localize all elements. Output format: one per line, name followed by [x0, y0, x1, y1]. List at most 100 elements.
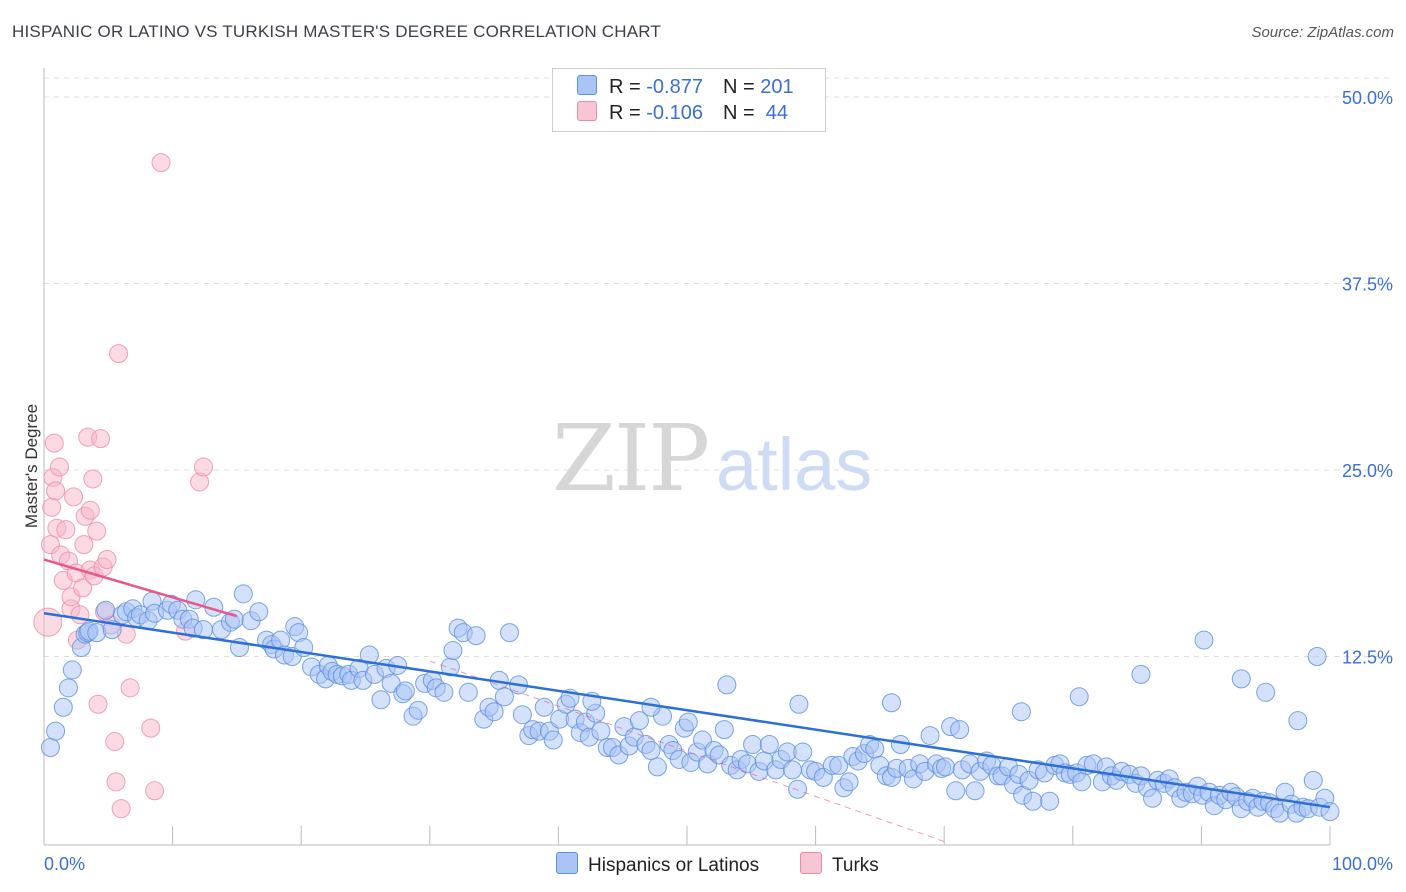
- turks-point: [42, 497, 62, 517]
- turks-point: [83, 469, 103, 489]
- hispanics-point: [500, 623, 520, 643]
- hispanics-point: [793, 742, 813, 762]
- legend-r-label: R =: [609, 76, 647, 98]
- watermark-zip: ZIP: [552, 405, 708, 512]
- turks-point: [97, 550, 117, 570]
- hispanics-point: [359, 645, 379, 665]
- hispanics-point: [434, 682, 454, 702]
- turks-point: [56, 520, 76, 540]
- axes: [43, 68, 1331, 846]
- hispanics-point: [46, 721, 66, 741]
- hispanics-point: [1011, 702, 1031, 722]
- hispanics-point: [829, 755, 849, 775]
- hispanics-point: [950, 720, 970, 740]
- bottom-legend-label: Turks: [832, 855, 879, 876]
- turks-point: [88, 694, 108, 714]
- turks-point: [80, 500, 100, 520]
- bottom-legend-turks: Turks: [800, 852, 879, 877]
- turks-point: [74, 535, 94, 555]
- hispanics-trend-line: [43, 611, 1331, 809]
- hispanics-point: [946, 781, 966, 801]
- hispanics-point: [1288, 711, 1308, 731]
- hispanics-point: [53, 697, 73, 717]
- hispanics-point: [714, 720, 734, 740]
- legend-n-label: N =: [722, 76, 761, 98]
- bottom-legend-hispanics: Hispanics or Latinos: [556, 852, 759, 877]
- trend-extension-dashed: [429, 660, 945, 842]
- legend-row-hispanics: R = -0.877 N = 201: [577, 75, 794, 99]
- turks-point: [49, 457, 69, 477]
- legend-n-value: 44: [760, 102, 789, 124]
- hispanics-point: [249, 602, 269, 622]
- bottom-legend-label: Hispanics or Latinos: [588, 855, 760, 876]
- turks-point: [91, 429, 111, 449]
- x-tick-label: 0.0%: [44, 854, 85, 874]
- hispanics-point: [458, 682, 478, 702]
- turks-point: [151, 153, 171, 173]
- hispanics-point: [965, 781, 985, 801]
- hispanics-point: [395, 681, 415, 701]
- hispanics-point: [865, 739, 885, 759]
- hispanics-point: [782, 760, 802, 780]
- turks-trend-line: [43, 558, 238, 618]
- hispanics-point: [1231, 669, 1251, 689]
- hispanics-point: [62, 660, 82, 680]
- hispanics-point: [1040, 791, 1060, 811]
- trend-lines: [43, 558, 1331, 842]
- hispanics-point: [920, 726, 940, 746]
- turks-points: [33, 153, 213, 819]
- hispanics-point: [647, 757, 667, 777]
- hispanics-point: [759, 735, 779, 755]
- hispanics-point: [743, 735, 763, 755]
- watermark-atlas: atlas: [716, 423, 872, 506]
- y-tick-label: 12.5%: [1342, 648, 1393, 668]
- tick-labels: 12.5% 25.0% 37.5% 50.0% 0.0% 100.0%: [44, 88, 1393, 874]
- legend-r-label: R =: [609, 102, 647, 124]
- grid-lines: [44, 77, 1392, 657]
- hispanics-point: [1072, 772, 1092, 792]
- hispanics-point: [1307, 647, 1327, 666]
- hispanics-point: [839, 772, 859, 792]
- hispanics-point: [466, 626, 486, 646]
- hispanics-point: [935, 757, 955, 777]
- hispanics-point: [1131, 664, 1151, 684]
- legend-swatch-blue: [577, 75, 597, 95]
- hispanics-point: [58, 678, 78, 698]
- turks-point: [193, 457, 213, 477]
- hispanics-point: [1023, 791, 1043, 811]
- hispanics-point: [629, 711, 649, 731]
- hispanics-point: [233, 584, 253, 604]
- legend-r-value: -0.877: [646, 76, 703, 98]
- hispanics-point: [678, 712, 698, 732]
- turks-point: [109, 344, 129, 364]
- turks-point: [106, 772, 126, 792]
- hispanics-point: [543, 730, 563, 750]
- turks-point: [87, 521, 107, 541]
- hispanics-point: [494, 687, 514, 707]
- hispanics-point: [1069, 687, 1089, 707]
- y-axis-label: Master's Degree: [22, 403, 41, 529]
- turks-point: [111, 799, 131, 819]
- hispanics-point: [40, 738, 60, 758]
- legend-n-label: N =: [722, 102, 761, 124]
- hispanics-point: [788, 779, 808, 799]
- source-label: Source: ZipAtlas.com: [1251, 24, 1394, 41]
- legend-n-value: 201: [760, 76, 794, 98]
- stats-legend: R = -0.877 N = 201 R = -0.106 N = 44: [552, 68, 826, 132]
- hispanics-point: [1256, 682, 1276, 702]
- hispanics-point: [484, 702, 504, 722]
- hispanics-point: [371, 690, 391, 710]
- hispanics-point: [881, 693, 901, 713]
- hispanics-point: [591, 721, 611, 741]
- turks-point: [120, 678, 140, 698]
- hispanics-point: [641, 740, 661, 760]
- chart-title: HISPANIC OR LATINO VS TURKISH MASTER'S D…: [12, 22, 662, 41]
- turks-point: [105, 732, 125, 752]
- bottom-swatch-pink: [800, 852, 822, 874]
- legend-row-turks: R = -0.106 N = 44: [577, 101, 788, 125]
- bottom-swatch-blue: [556, 852, 578, 874]
- turks-point: [46, 481, 66, 501]
- turks-point: [44, 433, 64, 453]
- y-tick-label: 37.5%: [1342, 275, 1393, 295]
